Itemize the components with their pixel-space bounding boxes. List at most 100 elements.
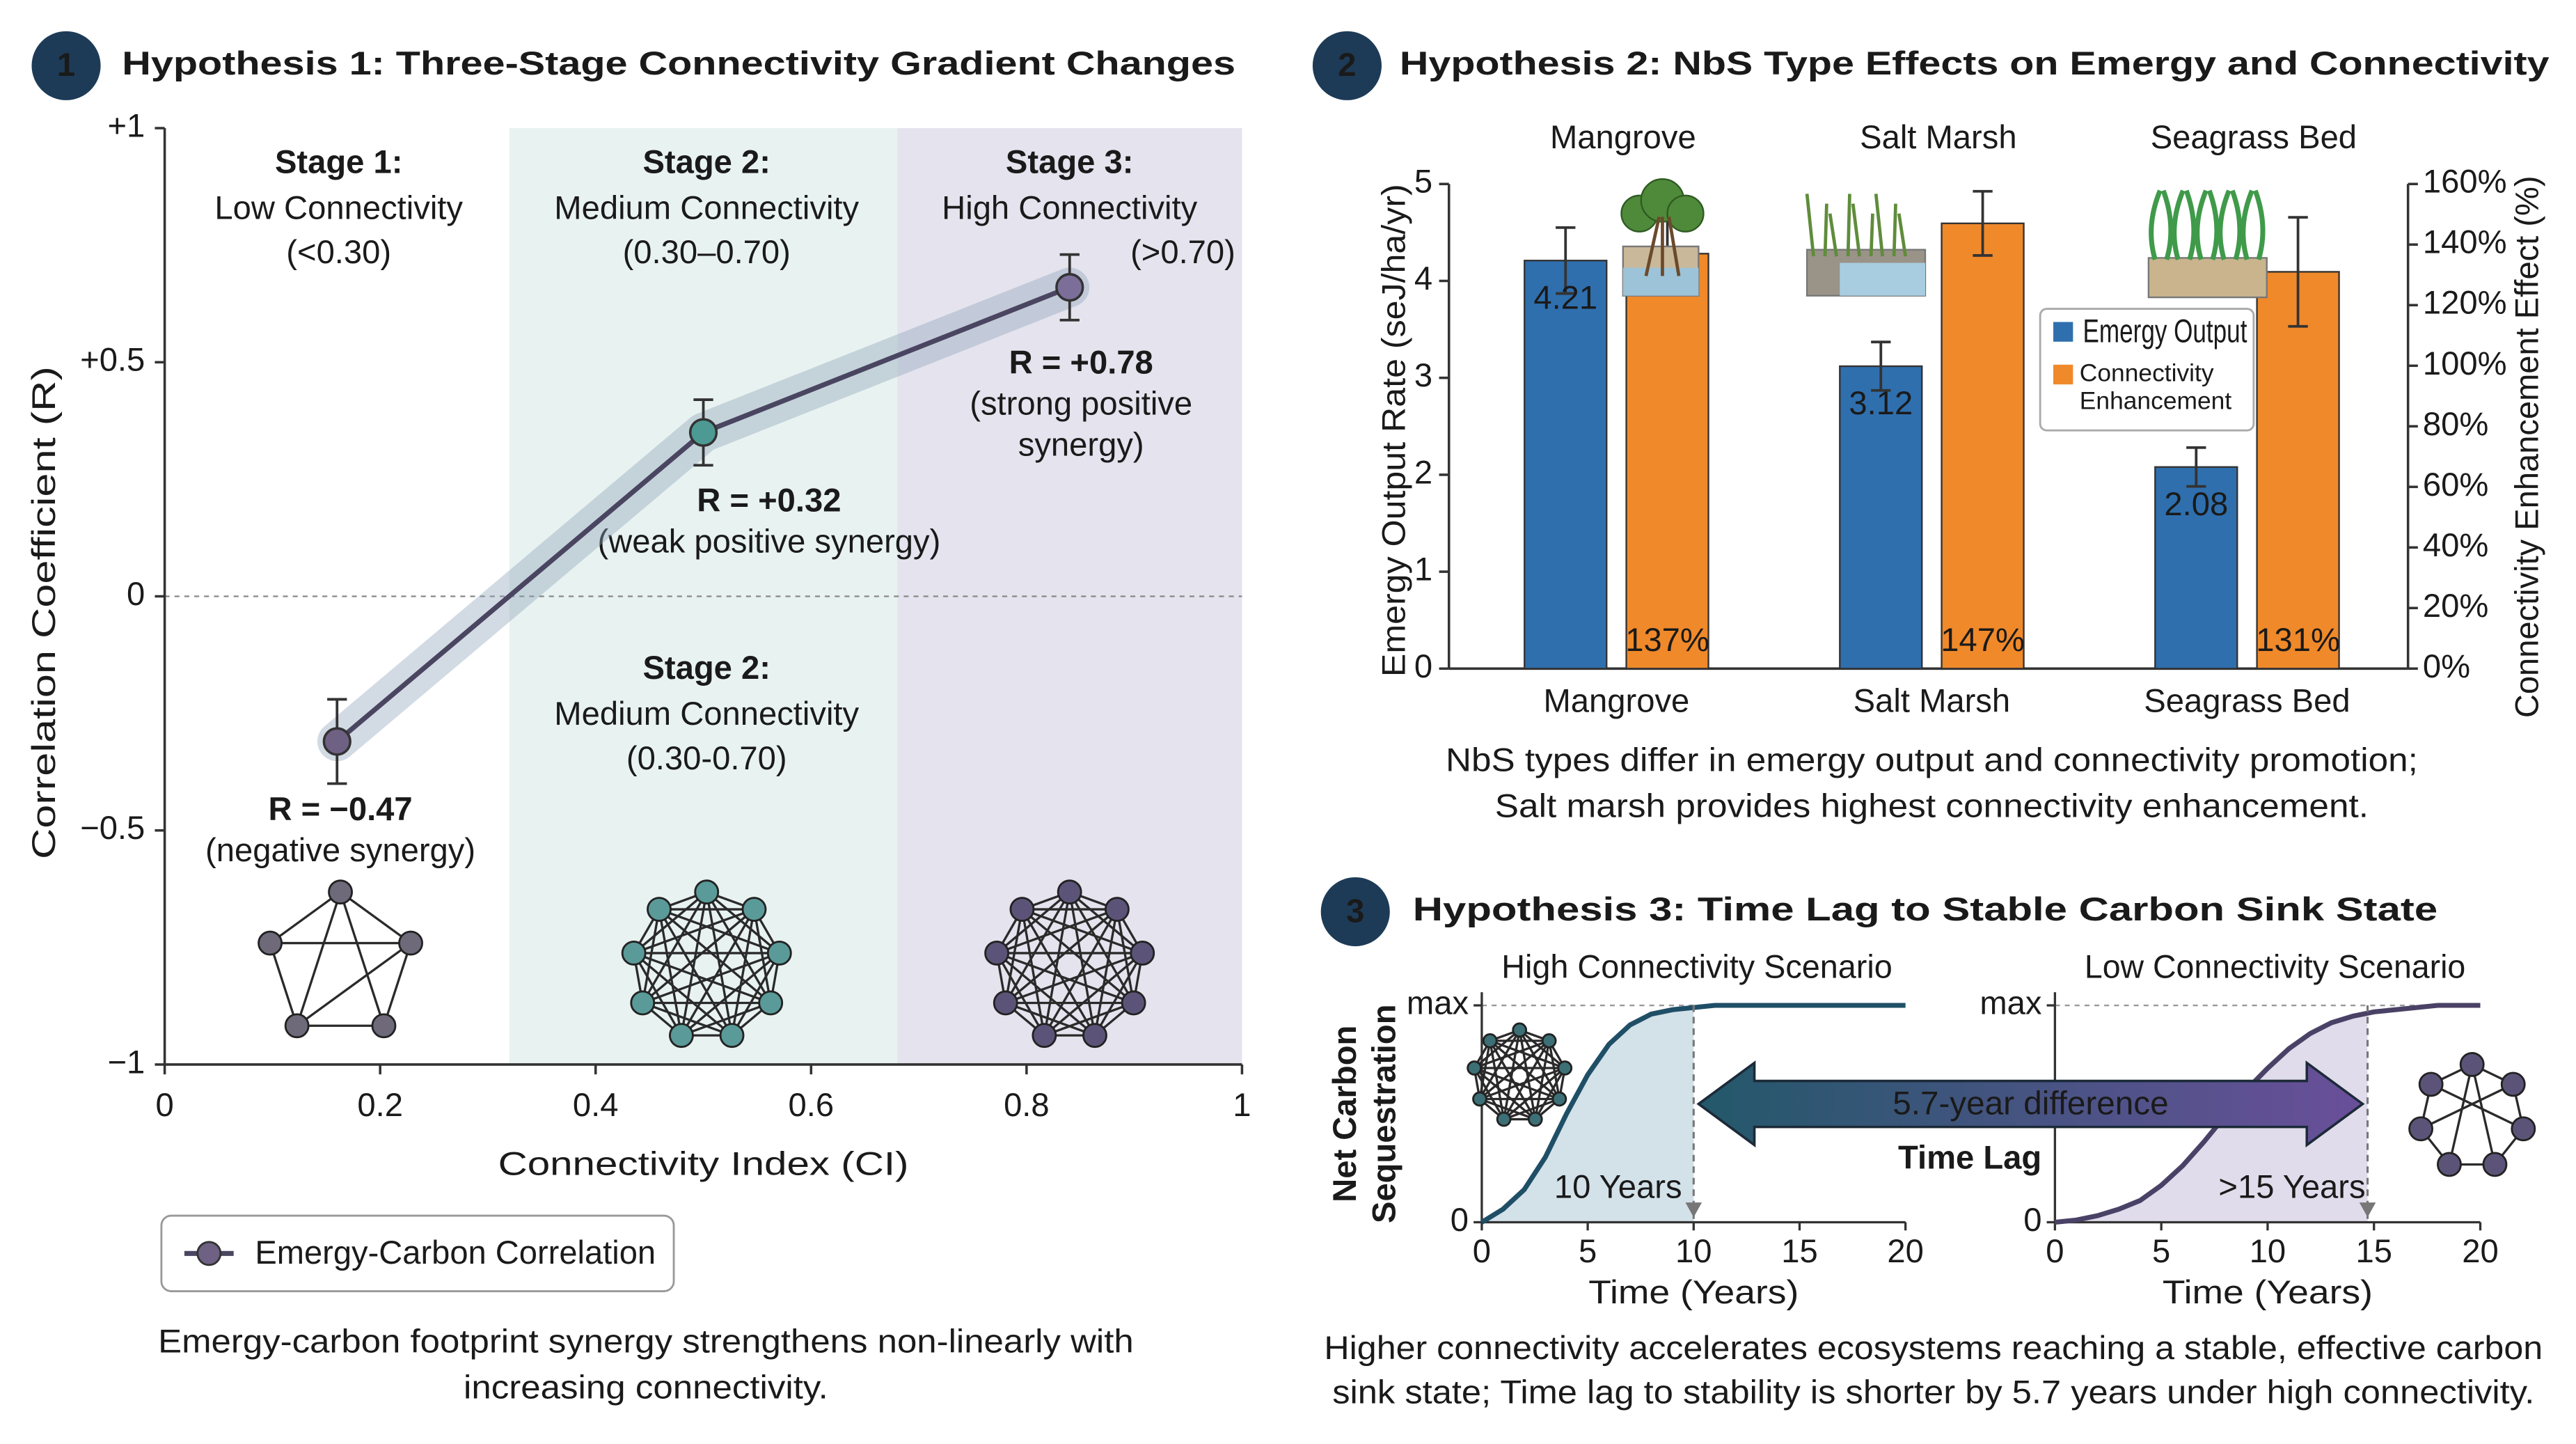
network-edge (1043, 952, 1144, 1037)
y-tick-label: 4 (1414, 260, 1432, 297)
annotation: (strong positive (970, 384, 1192, 421)
x-tick-label: 5 (2152, 1232, 2170, 1269)
panel-badge (31, 31, 101, 100)
network-node (398, 930, 423, 956)
stage-label: Low Connectivity (214, 189, 463, 226)
annotation: (negative synergy) (205, 831, 475, 868)
network-node (993, 990, 1018, 1016)
subplot-title: High Connectivity Scenario (1501, 948, 1893, 985)
y2-tick-label: 20% (2423, 587, 2488, 624)
y2-tick-label: 100% (2423, 345, 2507, 382)
network-edge (706, 890, 780, 955)
y-tick-label: max (1980, 984, 2042, 1021)
stage-heading: Stage 1: (275, 143, 403, 180)
network-edge (995, 952, 1045, 1036)
network-edge (1518, 1030, 1537, 1120)
network-node (1482, 1033, 1498, 1049)
icon-grass (1805, 194, 1815, 257)
x-tick-label: 5 (1579, 1232, 1597, 1269)
mangrove-icon (1620, 178, 1705, 297)
y-tick-label: 5 (1414, 163, 1432, 200)
network-node (694, 879, 720, 905)
caption: sink state; Time lag to stability is sho… (1332, 1374, 2534, 1411)
stability-marker-head (2359, 1202, 2376, 1218)
network-node (2500, 1072, 2526, 1097)
y2-tick-label: 80% (2423, 405, 2488, 442)
network-node (2408, 1116, 2434, 1142)
network-node (1551, 1091, 1567, 1107)
network-edge (340, 890, 412, 944)
x-tick-label: 0 (1473, 1232, 1491, 1269)
icon-grass (1869, 213, 1874, 257)
network-node (328, 879, 354, 905)
network-node (741, 897, 767, 922)
network-edge (1489, 1040, 1537, 1120)
legend-label: Connectivity Enhancement (2079, 359, 2232, 416)
stage-label: Medium Connectivity (554, 695, 859, 732)
network-node (284, 1013, 310, 1039)
value-label: 2.08 (2164, 485, 2228, 522)
network-edge (1068, 890, 1144, 955)
y-tick-label: −0.5 (80, 809, 145, 846)
x-tick-label: 0 (2046, 1232, 2064, 1269)
x-tick-label: 0 (155, 1086, 173, 1123)
network-node (1512, 1022, 1528, 1038)
y-axis-label: Correlation Coefficient (R) (25, 366, 62, 859)
network-node (647, 897, 672, 922)
network-edge (1489, 1039, 1560, 1100)
network-edge (1473, 1067, 1506, 1120)
sequestration-shade (1481, 1007, 1694, 1223)
network-edge (1489, 1040, 1506, 1120)
icon-blade (2149, 189, 2163, 260)
icon-ground (2147, 257, 2268, 299)
x-tick-label: 10 (2250, 1232, 2286, 1269)
data-point (1055, 273, 1084, 302)
network-node (1105, 897, 1130, 922)
network-edge (1503, 1097, 1560, 1121)
data-point (322, 727, 351, 756)
y-tick-label: +1 (107, 107, 145, 144)
network-node (621, 941, 647, 966)
network-edge (658, 908, 772, 1004)
network-node (258, 930, 283, 956)
network-node (1032, 1023, 1057, 1049)
network-edge (681, 1001, 771, 1037)
network-edge (752, 909, 772, 1003)
value-label: 137% (1625, 621, 1709, 658)
icon-blade (2183, 189, 2197, 260)
network-edge (269, 890, 342, 944)
network-edge (705, 891, 734, 1036)
y-tick-label: 0 (2023, 1201, 2041, 1238)
bar (1839, 365, 1923, 670)
network-edge (1534, 1067, 1566, 1120)
x-tick-label: 0.2 (357, 1086, 403, 1123)
x-tick-label: 1 (1233, 1086, 1251, 1123)
network-edge (633, 952, 771, 1005)
x-tick-label: 15 (2355, 1232, 2392, 1269)
network-node (2482, 1152, 2508, 1177)
network-edge (642, 952, 780, 1005)
network-edge (996, 908, 1118, 955)
network-node (984, 941, 1010, 966)
network-node (668, 1023, 694, 1049)
y-tick-label: 0 (127, 575, 145, 612)
saltmarsh-icon (1805, 194, 1927, 297)
panel-badge (1320, 877, 1390, 947)
network-node (1557, 1060, 1573, 1076)
icon-blade (2252, 189, 2266, 260)
icon-grass (1892, 203, 1897, 257)
network-edge (642, 908, 755, 1004)
network-edge (1548, 1040, 1561, 1099)
caption: NbS types differ in emergy output and co… (1446, 741, 2418, 778)
value-label: 4.21 (1533, 278, 1597, 315)
network-edge (1502, 1030, 1521, 1120)
sequestration-shade (2055, 1013, 2368, 1223)
y-tick-label: 3 (1414, 356, 1432, 393)
network-node (2511, 1116, 2536, 1142)
value-label: 3.12 (1849, 384, 1913, 421)
network-edge (1004, 891, 1071, 1004)
annotation: synergy) (1018, 425, 1144, 462)
network-node (1009, 897, 1035, 922)
network-node (1130, 941, 1155, 966)
